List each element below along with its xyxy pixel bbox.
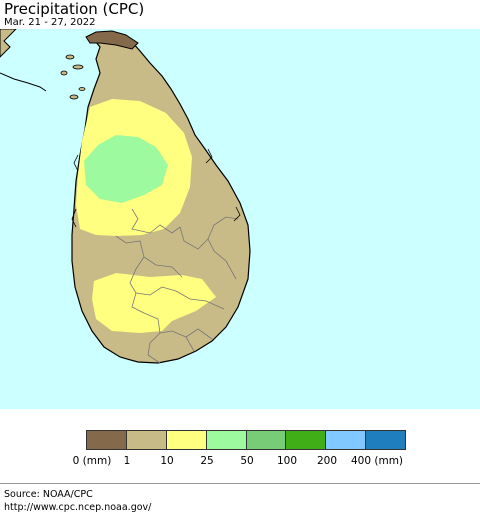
precipitation-map bbox=[0, 29, 480, 409]
legend-swatch-0 bbox=[87, 431, 127, 449]
source-url: http://www.cpc.ncep.noaa.gov/ bbox=[4, 502, 152, 513]
legend-swatch-200 bbox=[326, 431, 367, 449]
legend-label-0: 0 (mm) bbox=[72, 455, 112, 467]
legend-label-25: 25 bbox=[200, 455, 214, 467]
coast-details bbox=[71, 148, 241, 228]
color-legend bbox=[86, 430, 406, 450]
india-coast bbox=[0, 29, 17, 58]
legend-label-100: 100 bbox=[276, 455, 298, 467]
legend-label-1: 1 bbox=[123, 455, 131, 467]
district-boundaries bbox=[115, 208, 239, 364]
map-title: Precipitation (CPC) bbox=[4, 0, 145, 18]
legend-swatch-1 bbox=[126, 431, 167, 449]
legend-swatch-25 bbox=[206, 431, 247, 449]
india-coast-line bbox=[0, 72, 47, 92]
legend-swatch-50 bbox=[246, 431, 287, 449]
legend-label-50: 50 bbox=[240, 455, 254, 467]
legend-label-400: 400 (mm) bbox=[350, 455, 404, 467]
legend-swatch-400 bbox=[366, 431, 405, 449]
rainfall-zone-10-25mm-south bbox=[92, 273, 216, 333]
footer-divider bbox=[0, 483, 480, 484]
legend-swatch-10 bbox=[166, 431, 207, 449]
rainfall-zone-25-50mm bbox=[84, 135, 168, 203]
jaffna-peninsula bbox=[85, 30, 139, 50]
legend-label-10: 10 bbox=[160, 455, 174, 467]
date-range: Mar. 21 - 27, 2022 bbox=[4, 17, 96, 28]
legend-swatch-100 bbox=[286, 431, 327, 449]
legend-label-200: 200 bbox=[316, 455, 338, 467]
source-line: Source: NOAA/CPC bbox=[4, 489, 93, 500]
small-islands bbox=[60, 54, 86, 100]
